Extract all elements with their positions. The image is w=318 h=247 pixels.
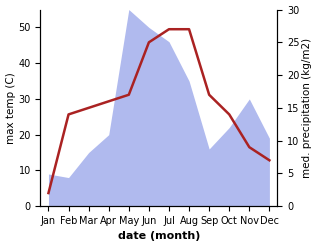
Y-axis label: med. precipitation (kg/m2): med. precipitation (kg/m2): [302, 38, 313, 178]
Y-axis label: max temp (C): max temp (C): [5, 72, 16, 144]
X-axis label: date (month): date (month): [118, 231, 200, 242]
